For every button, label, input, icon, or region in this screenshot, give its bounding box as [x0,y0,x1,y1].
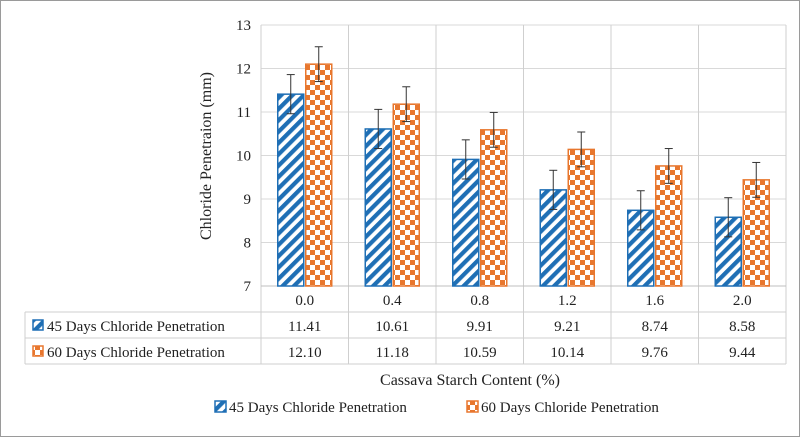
table-cell: 9.91 [467,319,493,335]
table-cell: 11.41 [288,319,321,335]
error-bar [664,148,673,184]
table-cell: 10.61 [375,319,409,335]
table-row-header: 45 Days Chloride Penetration [47,319,225,335]
legend-label: 60 Days Chloride Penetration [481,400,659,416]
x-axis-title: Cassava Starch Content (%) [380,372,560,389]
y-tick-label: 13 [236,18,251,34]
error-bars [286,46,761,238]
legend-swatch [214,400,227,413]
bar-45-days-0.0 [277,93,305,287]
y-tick-label: 8 [244,236,252,252]
y-tick-label: 7 [244,279,252,295]
y-tick-label: 12 [236,62,251,78]
table-key-swatch [32,319,44,331]
bar-60-days-0.8 [480,129,508,287]
error-bar [636,190,645,231]
bar-60-days-0.0 [305,63,333,287]
bar-60-days-1.2 [567,148,595,287]
table-cell: 10.14 [550,345,584,361]
table-key-swatch [32,345,44,357]
error-bar [314,46,323,83]
table-cell: 12.10 [288,345,322,361]
y-axis-title: Chloride Penetraion (mm) [198,72,215,240]
table-cell: 9.44 [729,345,756,361]
error-bar [489,111,498,148]
table-cell: 8.58 [729,319,755,335]
x-tick-label: 2.0 [733,293,752,309]
y-axis-ticks: 7 8 9 10 11 12 13 [236,18,252,295]
x-tick-label: 1.6 [645,293,664,309]
x-tick-label: 1.2 [558,293,577,309]
x-tick-label: 0.4 [383,293,402,309]
error-bar [461,139,470,180]
y-tick-label: 9 [244,192,252,208]
table-cell: 11.18 [376,345,409,361]
error-bar [577,131,586,168]
table-row-header: 60 Days Chloride Penetration [47,345,225,361]
bar-60-days-1.6 [655,165,683,287]
legend-item: 60 Days Chloride Penetration [466,400,659,416]
bar-45-days-0.8 [452,158,480,287]
table-cell: 8.74 [642,319,669,335]
y-tick-label: 10 [236,149,251,165]
y-tick-label: 11 [237,105,251,121]
x-tick-label: 0.8 [470,293,489,309]
error-bar [402,86,411,123]
legend: 45 Days Chloride Penetration 60 Days Chlo… [214,400,659,416]
bar-60-days-0.4 [392,103,420,287]
legend-swatch [466,400,479,413]
error-bar [752,161,761,198]
bar-45-days-0.4 [364,128,392,287]
table-cell: 9.76 [642,345,669,361]
error-bar [374,108,383,150]
legend-label: 45 Days Chloride Penetration [229,400,407,416]
x-tick-label: 0.0 [295,293,314,309]
gridlines [260,24,787,364]
error-bar [286,74,295,115]
table-cell: 10.59 [463,345,497,361]
error-bar [724,197,733,238]
legend-item: 45 Days Chloride Penetration [214,400,407,416]
table-cell: 9.21 [554,319,580,335]
error-bar [549,169,558,210]
data-table: 0.0 0.4 0.8 1.2 1.6 2.0 45 Days Chloride Penet… [24,293,786,365]
